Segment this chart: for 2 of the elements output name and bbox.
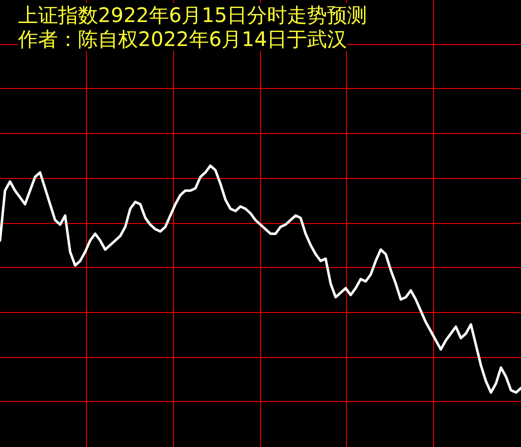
chart-title: 上证指数2922年6月15日分时走势预测: [18, 3, 368, 27]
chart-subtitle: 作者：陈自权2022年6月14日于武汉: [18, 27, 348, 51]
